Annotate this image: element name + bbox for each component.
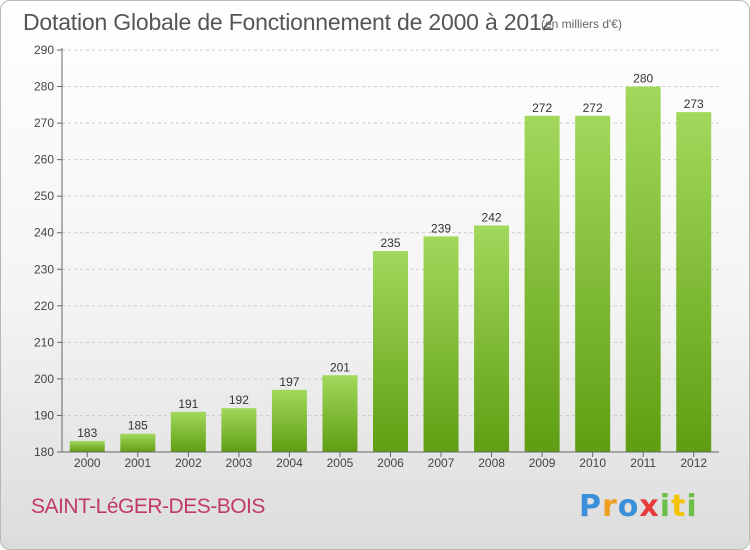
proxiti-logo[interactable]: Proxiti (579, 489, 698, 524)
x-tick-label-2011: 2011 (630, 456, 656, 470)
x-tick-label-2004: 2004 (276, 456, 303, 470)
x-tick-label-2008: 2008 (478, 456, 505, 470)
bar-2002 (170, 411, 206, 452)
y-tick-label: 270 (34, 116, 54, 130)
y-tick-label: 250 (34, 189, 54, 203)
bar-2001 (120, 433, 156, 452)
data-label-2011: 280 (633, 72, 653, 86)
chart-title: Dotation Globale de Fonctionnement de 20… (23, 9, 555, 35)
x-tick-label-2006: 2006 (377, 456, 404, 470)
x-tick-label-2007: 2007 (428, 456, 455, 470)
x-tick-label-2002: 2002 (175, 456, 202, 470)
town-name: SAINT-LéGER-DES-BOIS (31, 495, 265, 518)
data-labels: 183 185 191 192 197 201 235 239 242 272 272 280 273 (77, 72, 704, 440)
y-tick-label: 280 (34, 80, 54, 94)
bar-2007 (423, 236, 459, 452)
y-tick-label: 190 (34, 408, 54, 422)
bar-2005 (322, 375, 358, 452)
unit-note: (en milliers d'€) (541, 17, 622, 31)
x-tick-label-2001: 2001 (124, 456, 151, 470)
y-tick-label: 290 (34, 43, 54, 57)
data-label-2012: 273 (684, 97, 704, 111)
bar-2009 (524, 115, 560, 453)
x-tick-label-2009: 2009 (529, 456, 556, 470)
y-tick-label: 240 (34, 226, 54, 240)
data-label-2007: 239 (431, 221, 451, 235)
x-tick-label-2000: 2000 (74, 456, 101, 470)
bar-2000 (69, 441, 105, 452)
y-tick-label: 210 (34, 335, 54, 349)
x-tick-label-2005: 2005 (327, 456, 354, 470)
y-tick-label: 180 (34, 445, 54, 459)
data-label-2006: 235 (380, 236, 400, 250)
data-label-2002: 191 (178, 397, 198, 411)
data-label-2010: 272 (583, 101, 603, 115)
bar-2011 (625, 86, 661, 452)
data-label-2003: 192 (229, 393, 249, 407)
bar-2004 (271, 389, 307, 452)
x-tick-label-2012: 2012 (680, 456, 707, 470)
bar-2012 (676, 112, 712, 453)
data-label-2004: 197 (279, 375, 299, 389)
y-tick-label: 260 (34, 153, 54, 167)
bar-2008 (474, 225, 510, 452)
y-tick-label: 230 (34, 262, 54, 276)
y-tick-label: 200 (34, 372, 54, 386)
bar-2006 (373, 251, 408, 452)
data-label-2009: 272 (532, 101, 552, 115)
data-label-2001: 185 (128, 419, 148, 433)
x-tick-label-2003: 2003 (226, 456, 253, 470)
axes: 180 190 200 210 220 230 240 250 260 270 280 290 2000… (34, 43, 719, 470)
x-tick-label-2010: 2010 (579, 456, 606, 470)
bar-2003 (221, 408, 257, 452)
data-label-2008: 242 (482, 210, 502, 224)
bars (69, 86, 712, 453)
y-tick-label: 220 (34, 299, 54, 313)
bar-2010 (575, 115, 611, 453)
data-label-2005: 201 (330, 360, 350, 374)
data-label-2000: 183 (77, 426, 97, 440)
